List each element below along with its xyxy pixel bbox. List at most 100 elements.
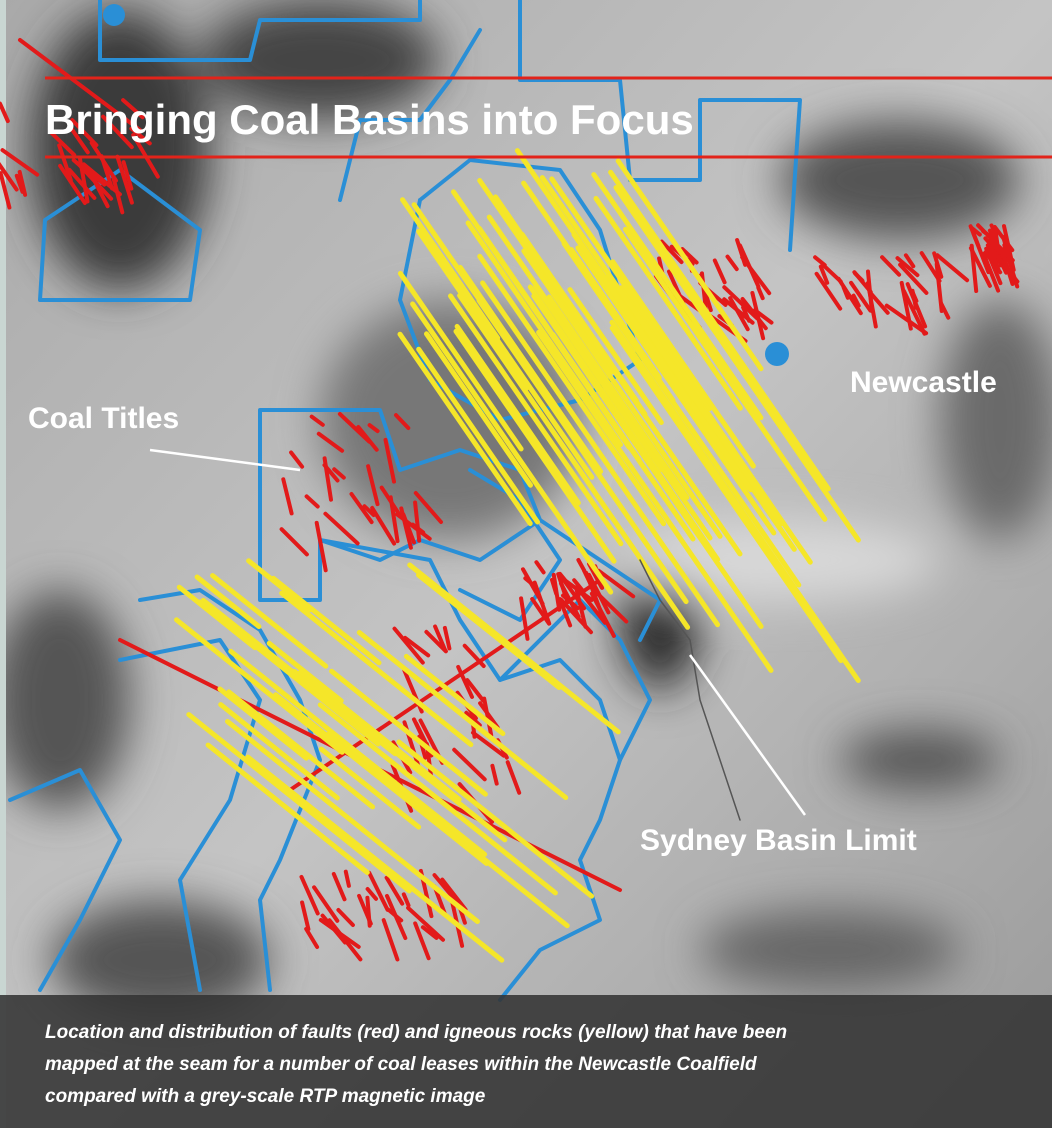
dyke	[619, 285, 813, 565]
fault	[820, 262, 843, 284]
dyke	[210, 573, 329, 669]
dyke	[457, 264, 604, 474]
dyke	[317, 702, 558, 896]
fault	[576, 558, 587, 573]
dyke	[487, 326, 595, 480]
dyke	[266, 640, 344, 704]
dyke	[397, 331, 533, 527]
fault	[101, 114, 134, 150]
fault	[367, 423, 380, 434]
fault	[413, 921, 431, 961]
fault	[939, 301, 951, 320]
fault	[403, 635, 431, 658]
fault	[314, 520, 328, 573]
title: Bringing Coal Basins into Focus	[45, 96, 694, 143]
fault	[910, 289, 919, 303]
fault	[1002, 224, 1016, 272]
dyke	[457, 293, 691, 630]
dyke	[356, 630, 569, 801]
dyke	[567, 287, 664, 425]
dyke	[591, 172, 764, 421]
fault	[521, 567, 545, 606]
overlay	[0, 0, 1020, 1002]
fault	[370, 505, 397, 546]
fault	[456, 664, 474, 699]
fault	[901, 288, 927, 336]
fault	[985, 243, 1001, 272]
fault	[659, 239, 684, 265]
fault	[935, 253, 970, 283]
dyke	[451, 189, 632, 450]
fault	[48, 129, 77, 157]
dyke	[615, 158, 764, 372]
fault	[327, 918, 363, 962]
fault	[452, 747, 487, 782]
fault	[589, 591, 616, 638]
fault	[14, 173, 25, 194]
fault	[349, 492, 374, 525]
fault	[309, 414, 325, 427]
label: Coal Titles	[28, 402, 179, 435]
fault	[550, 577, 559, 596]
fault	[505, 760, 522, 795]
fault	[482, 696, 494, 738]
caption-box	[0, 995, 1052, 1128]
fault	[77, 163, 114, 201]
fault	[332, 467, 346, 480]
fault	[365, 887, 378, 901]
fault	[68, 125, 90, 155]
fault	[853, 271, 865, 283]
fault	[712, 258, 727, 285]
dyke	[411, 202, 592, 462]
dyke	[562, 326, 657, 460]
dyke	[416, 572, 562, 690]
basin-limit	[639, 559, 741, 821]
fault	[725, 254, 739, 272]
fault	[401, 892, 411, 908]
fault	[379, 485, 402, 517]
fault	[406, 905, 445, 942]
fault	[336, 908, 355, 927]
fault	[989, 223, 998, 237]
fault	[58, 163, 87, 205]
fault	[299, 874, 320, 916]
fault	[440, 877, 468, 912]
fault	[919, 251, 942, 283]
fault	[279, 527, 309, 557]
fault	[895, 256, 920, 278]
fault	[557, 597, 573, 628]
label: Sydney Basin Limit	[640, 824, 917, 857]
caption: Location and distribution of faults (red…	[45, 1022, 787, 1107]
fault	[582, 568, 598, 597]
fault	[394, 413, 411, 430]
fault	[0, 101, 10, 123]
fault	[323, 511, 360, 546]
fault	[312, 885, 340, 923]
dyke	[608, 169, 831, 492]
fault	[490, 763, 499, 786]
fault	[399, 506, 413, 550]
fault	[383, 437, 396, 484]
fault	[384, 875, 405, 906]
fault	[0, 162, 19, 192]
fault	[304, 927, 320, 949]
fault	[413, 500, 422, 543]
dyke	[279, 590, 474, 748]
fault	[471, 730, 506, 758]
dyke	[410, 301, 614, 595]
fault	[115, 154, 134, 205]
caption-line: mapped at the seam for a number of coal …	[45, 1054, 757, 1075]
dyke	[226, 689, 376, 810]
fault	[976, 223, 989, 236]
dyke	[626, 300, 784, 527]
dyke	[273, 692, 490, 866]
fault	[424, 629, 448, 654]
fault	[932, 251, 944, 279]
fault	[898, 262, 929, 295]
fault	[367, 870, 390, 912]
fault	[381, 918, 400, 962]
dyke	[568, 247, 662, 380]
fault	[818, 264, 830, 285]
fault	[756, 285, 765, 301]
dyke	[575, 245, 777, 536]
